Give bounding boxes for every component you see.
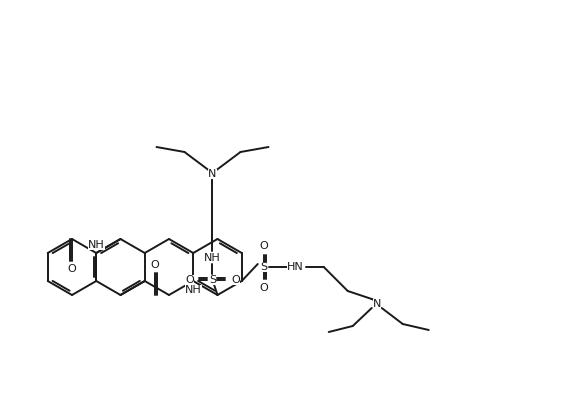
Text: N: N <box>373 299 381 309</box>
Text: O: O <box>260 241 268 251</box>
Text: O: O <box>151 260 160 270</box>
Text: O: O <box>185 275 194 285</box>
Text: NH: NH <box>185 285 202 295</box>
Text: O: O <box>231 275 240 285</box>
Text: S: S <box>260 262 267 272</box>
Text: S: S <box>209 275 216 285</box>
Text: O: O <box>260 283 268 293</box>
Text: NH: NH <box>88 240 105 250</box>
Text: O: O <box>68 264 76 274</box>
Text: N: N <box>208 169 217 179</box>
Text: HN: HN <box>287 262 304 272</box>
Text: NH: NH <box>204 253 221 263</box>
